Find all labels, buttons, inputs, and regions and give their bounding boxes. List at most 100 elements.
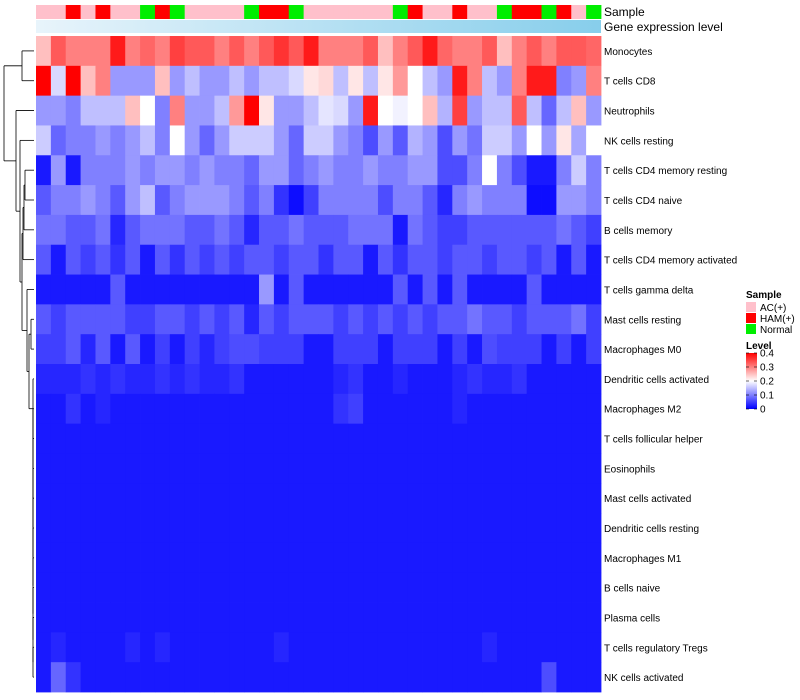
heatmap-cell [496, 513, 513, 544]
sample-annotation-cell [110, 5, 126, 19]
sample-annotation-cell [229, 5, 245, 19]
heatmap-cell [125, 214, 141, 246]
heatmap-cell [95, 542, 111, 574]
sample-annotation-cell [363, 5, 379, 19]
heatmap-cell [556, 513, 572, 544]
heatmap-cell [80, 453, 96, 484]
heatmap-cell [526, 95, 542, 126]
heatmap-cell [95, 632, 111, 663]
sample-annotation-cell [65, 5, 82, 19]
heatmap-cell [377, 483, 394, 514]
heatmap-cell [422, 36, 438, 67]
legend-tick-label: 0.4 [760, 349, 774, 360]
heatmap-cell [244, 364, 260, 395]
heatmap-cell [452, 483, 468, 514]
heatmap-cell [273, 513, 290, 544]
heatmap-cell [511, 95, 528, 126]
heatmap-cell [437, 95, 453, 126]
heatmap-cell [199, 65, 215, 97]
heatmap-cell [229, 36, 245, 67]
heatmap-cell [244, 36, 260, 67]
heatmap-cell [422, 453, 438, 484]
heatmap-cell [288, 274, 305, 305]
heatmap-cell [586, 572, 602, 603]
heatmap-cell [110, 542, 126, 574]
heatmap-cell [36, 334, 52, 365]
heatmap-cell [273, 393, 290, 425]
heatmap-cell [586, 125, 602, 156]
heatmap-cell [244, 185, 260, 216]
heatmap-cell [586, 602, 602, 633]
heatmap-cell [229, 95, 245, 126]
heatmap-cell [140, 95, 156, 126]
heatmap-cell [333, 36, 349, 67]
heatmap-cell [303, 244, 319, 275]
heatmap-cell [363, 244, 379, 275]
heatmap-cell [348, 513, 364, 544]
heatmap-cell [348, 244, 364, 275]
heatmap-cell [80, 65, 96, 97]
heatmap-cell [199, 662, 215, 693]
heatmap-cell [184, 334, 200, 365]
heatmap-cell [392, 155, 409, 186]
heatmap-cell [199, 185, 215, 216]
heatmap-cell [154, 572, 171, 603]
heatmap-cell [80, 602, 96, 633]
heatmap-cell [511, 274, 528, 305]
heatmap-cell [244, 393, 260, 425]
heatmap-cell [571, 572, 587, 603]
heatmap-cell [511, 662, 528, 693]
heatmap-cell [95, 423, 111, 454]
heatmap-cell [496, 125, 513, 156]
heatmap-cell [437, 334, 453, 365]
heatmap-cell [95, 36, 111, 67]
heatmap-cell [437, 125, 453, 156]
heatmap-cell [110, 95, 126, 126]
heatmap-cell [65, 393, 82, 425]
heatmap-cell [65, 65, 82, 97]
heatmap-cell [199, 274, 215, 305]
sample-annotation-cell [348, 5, 364, 19]
heatmap-cell [244, 95, 260, 126]
heatmap-cell [229, 423, 245, 454]
heatmap-cell [333, 185, 349, 216]
heatmap-cell [110, 423, 126, 454]
heatmap-cell [65, 662, 82, 693]
heatmap-cell [125, 244, 141, 275]
heatmap-cell [65, 364, 82, 395]
heatmap-cell [95, 125, 111, 156]
heatmap-cell [140, 602, 156, 633]
heatmap-cell [95, 364, 111, 395]
heatmap-cell [184, 185, 200, 216]
row-label: Plasma cells [604, 613, 660, 624]
heatmap-cell [318, 423, 334, 454]
heatmap-cell [571, 393, 587, 425]
heatmap-cell [259, 65, 275, 97]
heatmap-cell [288, 632, 305, 663]
heatmap-cell [50, 423, 67, 454]
heatmap-cell [526, 662, 542, 693]
heatmap-cell [392, 483, 409, 514]
heatmap-cell [571, 125, 587, 156]
heatmap-cell [511, 542, 528, 574]
heatmap-cell [214, 274, 230, 305]
heatmap-cell [363, 36, 379, 67]
sample-annotation-cell [511, 5, 528, 19]
row-label: Mast cells resting [604, 315, 681, 326]
heatmap-cell [154, 453, 171, 484]
legend-level-title: Level [746, 341, 772, 352]
heatmap-cell [452, 602, 468, 633]
heatmap-cell [244, 125, 260, 156]
heatmap-cell [496, 185, 513, 216]
heatmap-cell [303, 95, 319, 126]
heatmap-cell [422, 185, 438, 216]
heatmap-cell [437, 393, 453, 425]
heatmap-cell [452, 453, 468, 484]
heatmap-cell [482, 304, 498, 335]
heatmap-cell [303, 36, 319, 67]
heatmap-cell [184, 602, 200, 633]
heatmap-cell [184, 513, 200, 544]
heatmap-cell [229, 632, 245, 663]
heatmap-cell [95, 572, 111, 603]
